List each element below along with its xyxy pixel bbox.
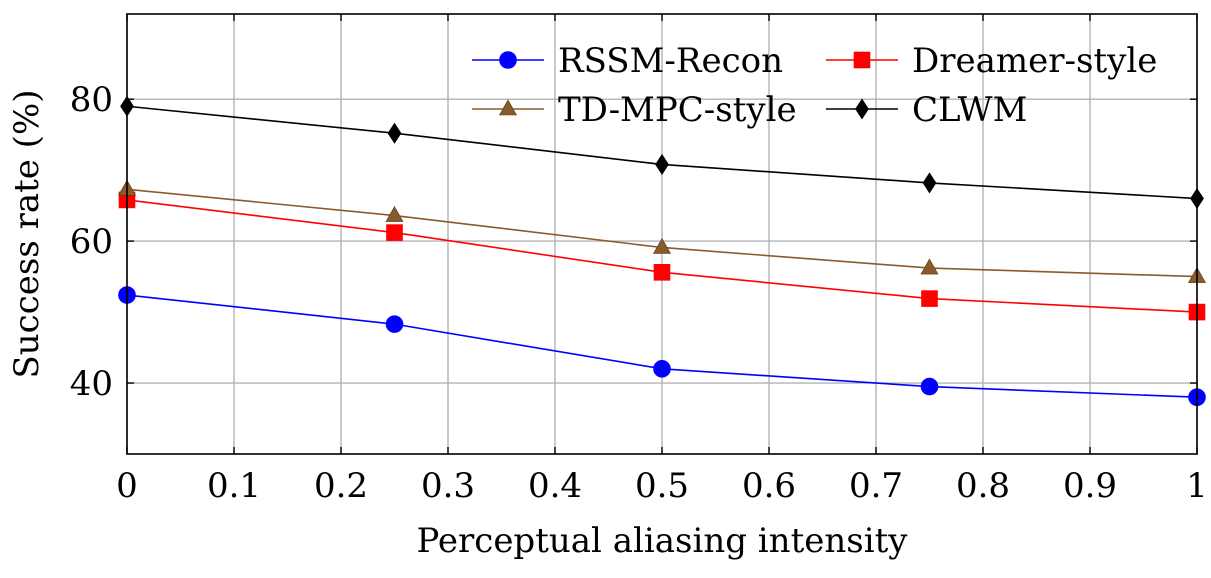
data-point (652, 237, 672, 254)
legend-entry: CLWM (826, 90, 1027, 130)
legend-label: Dreamer-style (912, 41, 1157, 81)
data-point (655, 153, 669, 176)
x-tick-label: 0.3 (421, 466, 475, 506)
data-point (920, 258, 939, 275)
series-dreamer-style (118, 191, 1206, 321)
y-axis-label: Success rate (%) (7, 89, 47, 378)
data-point (653, 360, 671, 378)
legend-marker (853, 51, 871, 69)
legend-marker (499, 51, 517, 69)
x-tick-label: 0.4 (528, 466, 582, 506)
x-tick-label: 0.8 (956, 466, 1010, 506)
x-tick-label: 0.1 (207, 466, 261, 506)
x-tick-label: 0.6 (742, 466, 796, 506)
y-tick-label: 40 (70, 364, 113, 404)
legend-label: RSSM-Recon (558, 41, 783, 81)
legend-label: TD-MPC-style (558, 90, 797, 130)
legend-label: CLWM (912, 90, 1027, 130)
y-tick-label: 60 (70, 222, 113, 262)
legend-entry: TD-MPC-style (472, 90, 797, 130)
legend: RSSM-Recon Dreamer-style TD-MPC-style CLWM (472, 41, 1157, 130)
tick-labels: 0 0.1 0.2 0.3 0.4 0.5 0.6 0.7 0.8 0.9 1 40 60 80 (70, 14, 1208, 506)
data-point (920, 377, 939, 396)
x-axis-label: Perceptual aliasing intensity (417, 521, 909, 561)
legend-entry: Dreamer-style (826, 41, 1157, 81)
series-td-mpc-style (117, 179, 1207, 283)
data-point (385, 205, 404, 222)
x-tick-label: 0.2 (314, 466, 368, 506)
x-tick-label: 0.7 (849, 466, 903, 506)
series-rssm-recon (118, 286, 1206, 407)
x-tick-label: 0.5 (635, 466, 689, 506)
x-tick-label: 0 (116, 466, 138, 506)
data-point (921, 290, 938, 307)
legend-marker (855, 98, 869, 120)
data-point (385, 315, 404, 333)
plot-frame (126, 13, 1198, 455)
data-point (922, 172, 937, 194)
data-point (387, 122, 402, 144)
x-tick-label: 1 (1186, 466, 1208, 506)
x-tick-label: 0.9 (1063, 466, 1117, 506)
legend-entry: RSSM-Recon (472, 41, 783, 81)
legend-marker (498, 99, 518, 116)
series-layer (117, 95, 1207, 407)
data-point (386, 224, 403, 241)
data-point (653, 264, 671, 281)
y-tick-label: 80 (70, 80, 113, 120)
